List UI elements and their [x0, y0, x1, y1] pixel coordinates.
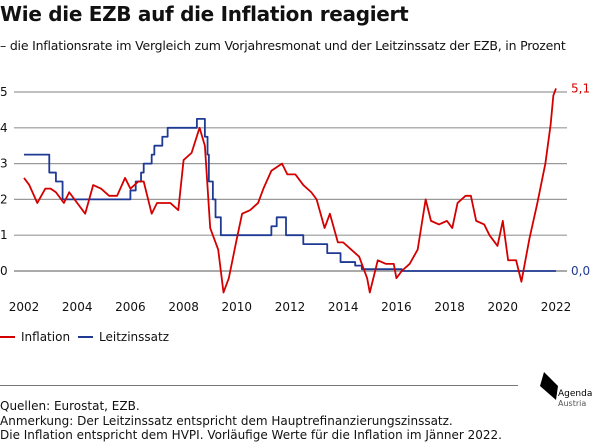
end-label-inflation: 5,1 [571, 81, 590, 95]
footer-sources: Quellen: Eurostat, EZB. [0, 399, 140, 413]
y-tick-label: 1 [0, 228, 8, 242]
end-label-leitzinssatz: 0,0 [571, 264, 590, 278]
y-tick-label: 3 [0, 157, 8, 171]
y-tick-label: 0 [0, 264, 8, 278]
x-tick-label: 2006 [115, 300, 146, 314]
x-tick-label: 2022 [541, 300, 572, 314]
legend-swatch-inflation [0, 336, 15, 338]
footer-note: Die Inflation entspricht dem HVPI. Vorlä… [0, 428, 502, 442]
chart-subtitle: – die Inflationsrate im Vergleich zum Vo… [0, 38, 566, 53]
logo-line2: Austria [558, 399, 586, 408]
x-tick-label: 2008 [168, 300, 199, 314]
footer-divider [0, 385, 518, 386]
legend-swatch-leitzinssatz [78, 336, 93, 338]
x-tick-label: 2020 [488, 300, 519, 314]
y-tick-label: 5 [0, 85, 8, 99]
y-tick-label: 4 [0, 121, 8, 135]
footer-note: Anmerkung: Der Leitzinssatz entspricht d… [0, 413, 453, 428]
line-chart: 0 1 2 3 4 5 2002 2004 2006 2008 2010 2012 2014 2016 20… [0, 81, 590, 314]
x-tick-label: 2004 [62, 300, 93, 314]
legend-label-inflation: Inflation [21, 330, 71, 344]
legend-item-leitzinssatz: Leitzinssatz [78, 330, 169, 344]
chart-title: Wie die EZB auf die Inflation reagiert [0, 2, 409, 26]
series-line-leitzinssatz [24, 117, 556, 272]
y-tick-label: 2 [0, 192, 8, 206]
x-tick-label: 2018 [434, 300, 465, 314]
x-tick-label: 2014 [328, 300, 359, 314]
logo-line1: Agenda [558, 389, 592, 399]
x-tick-label: 2016 [381, 300, 412, 314]
x-tick-label: 2002 [9, 300, 40, 314]
footer-notes: Quellen: Eurostat, EZB. Anmerkung: Der L… [0, 399, 502, 443]
agenda-austria-logo: Agenda Austria [540, 372, 592, 408]
series-line-inflation [23, 88, 557, 294]
x-tick-label: 2010 [222, 300, 253, 314]
legend-label-leitzinssatz: Leitzinssatz [99, 330, 169, 344]
x-tick-label: 2012 [275, 300, 306, 314]
legend-item-inflation: Inflation [0, 330, 70, 344]
